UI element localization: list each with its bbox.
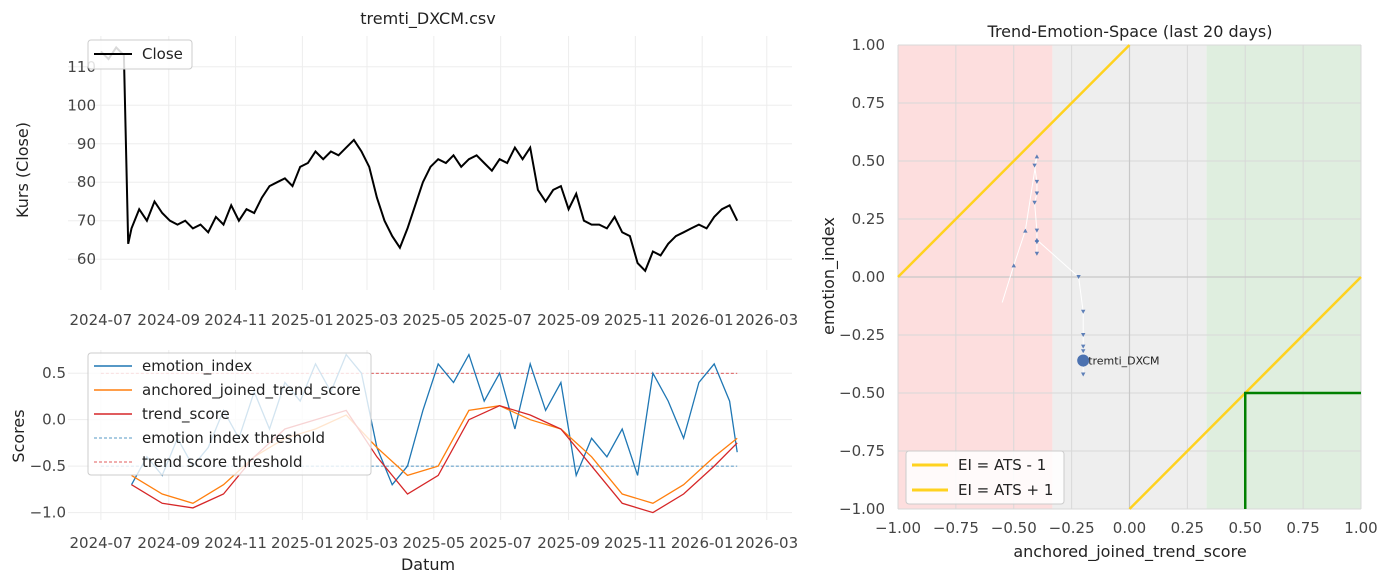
scores-x-tick-label: 2024-11: [204, 534, 267, 552]
scores-y-tick-label: −0.5: [30, 457, 66, 475]
space-y-tick-label: 0.25: [852, 210, 885, 228]
trajectory-arrow: [1011, 263, 1016, 268]
scores-x-tick-label: 2025-01: [271, 534, 334, 552]
space-y-tick-label: 0.75: [852, 94, 885, 112]
scores-chart-ylabel: Scores: [9, 409, 28, 462]
price-x-tick-label: 2025-11: [604, 311, 667, 329]
scores-y-tick-label: −1.0: [30, 504, 66, 522]
scores-x-tick-label: 2025-09: [537, 534, 600, 552]
space-legend: EI = ATS - 1 EI = ATS + 1: [905, 450, 1065, 505]
price-chart-title: tremti_DXCM.csv: [360, 9, 495, 29]
legend-ei-threshold-label: emotion index threshold: [142, 429, 325, 447]
trajectory-arrow: [1076, 275, 1081, 279]
last-point-marker: [1077, 354, 1090, 367]
space-x-tick-label: 1.00: [1344, 519, 1377, 537]
trend-score-line: [131, 405, 738, 514]
space-y-tick-label: −0.25: [839, 326, 885, 344]
scores-y-tick-label: 0.5: [42, 364, 66, 382]
trajectory-arrow: [1034, 191, 1040, 196]
trajectory-arrow: [1032, 163, 1037, 168]
scores-x-tick-label: 2025-11: [604, 534, 667, 552]
space-x-tick-label: −0.75: [933, 519, 979, 537]
close-price-line: [100, 45, 739, 273]
line-ei-ats-plus-1: [897, 44, 1131, 278]
price-x-tick-label: 2024-11: [204, 311, 267, 329]
trajectory-arrow: [1034, 237, 1040, 242]
scores-x-tick-label: 2026-03: [735, 534, 798, 552]
space-x-tick-label: 0.75: [1286, 519, 1319, 537]
price-x-tick-label: 2025-05: [402, 311, 465, 329]
scores-y-tick-label: 0.0: [42, 411, 66, 429]
trajectory-arrow: [1034, 179, 1040, 184]
price-x-tick-label: 2025-03: [336, 311, 399, 329]
scores-x-tick-label: 2024-07: [70, 534, 133, 552]
space-chart-xlabel: anchored_joined_trend_score: [1013, 542, 1246, 562]
scores-x-tick-label: 2026-01: [671, 534, 734, 552]
trajectory-arrow: [1081, 344, 1086, 349]
trajectory-arrow: [1081, 309, 1086, 314]
legend-anchored-label: anchored_joined_trend_score: [142, 381, 361, 400]
legend-trend-label: trend_score: [142, 405, 230, 424]
price-x-tick-label: 2026-03: [735, 311, 798, 329]
price-x-tick-label: 2024-07: [70, 311, 133, 329]
space-x-tick-label: 0.50: [1229, 519, 1262, 537]
space-x-tick-label: −1.00: [875, 519, 921, 537]
trajectory-arrow: [1034, 228, 1040, 233]
space-x-tick-label: −0.25: [1049, 519, 1095, 537]
price-x-tick-label: 2025-07: [469, 311, 532, 329]
price-legend: Close: [87, 39, 193, 70]
space-y-tick-label: 0.50: [852, 152, 885, 170]
space-x-tick-label: 0.25: [1171, 519, 1204, 537]
scores-chart-xlabel: Datum: [401, 555, 455, 574]
scores-legend: emotion_index anchored_joined_trend_scor…: [87, 352, 372, 476]
trajectory-arrow: [1081, 372, 1086, 377]
space-x-tick-label: −0.50: [991, 519, 1037, 537]
space-y-tick-label: −0.50: [839, 384, 885, 402]
trajectory-arrow: [1032, 200, 1037, 205]
trajectory-arrow: [1023, 228, 1028, 233]
price-y-tick-label: 70: [77, 212, 96, 230]
price-y-tick-label: 90: [77, 135, 96, 153]
price-y-tick-label: 100: [67, 96, 96, 114]
space-y-tick-label: 0.00: [852, 268, 885, 286]
scores-x-tick-label: 2025-05: [402, 534, 465, 552]
buy-target-box: [1244, 391, 1361, 509]
price-x-tick-label: 2024-09: [137, 311, 200, 329]
price-y-tick-label: 80: [77, 173, 96, 191]
space-y-tick-label: −1.00: [839, 500, 885, 518]
price-chart-ylabel: Kurs (Close): [13, 122, 32, 218]
trajectory-arrow: [1081, 349, 1086, 354]
trajectory-arrow: [1034, 251, 1040, 256]
price-x-tick-label: 2025-01: [271, 311, 334, 329]
trajectory-arrow: [1034, 154, 1040, 159]
trajectory-arrow: [1081, 333, 1086, 337]
price-x-tick-label: 2026-01: [671, 311, 734, 329]
price-y-tick-label: 60: [77, 250, 96, 268]
last-point-label: tremti_DXCM: [1088, 355, 1159, 368]
space-y-tick-label: −0.75: [839, 442, 885, 460]
scores-x-tick-label: 2025-07: [469, 534, 532, 552]
price-x-tick-label: 2025-09: [537, 311, 600, 329]
space-x-tick-label: 0.00: [1113, 519, 1146, 537]
legend-ts-threshold-label: trend score threshold: [142, 453, 302, 471]
scores-x-tick-label: 2024-09: [137, 534, 200, 552]
space-chart-ylabel: emotion_index: [819, 217, 839, 335]
scores-x-tick-label: 2025-03: [336, 534, 399, 552]
legend-line-plus-label: EI = ATS + 1: [958, 481, 1053, 499]
legend-line-minus-label: EI = ATS - 1: [958, 456, 1046, 474]
space-chart-title: Trend-Emotion-Space (last 20 days): [987, 22, 1273, 41]
legend-close-label: Close: [142, 45, 183, 63]
legend-emotion-label: emotion_index: [142, 357, 252, 376]
space-y-tick-label: 1.00: [852, 36, 885, 54]
